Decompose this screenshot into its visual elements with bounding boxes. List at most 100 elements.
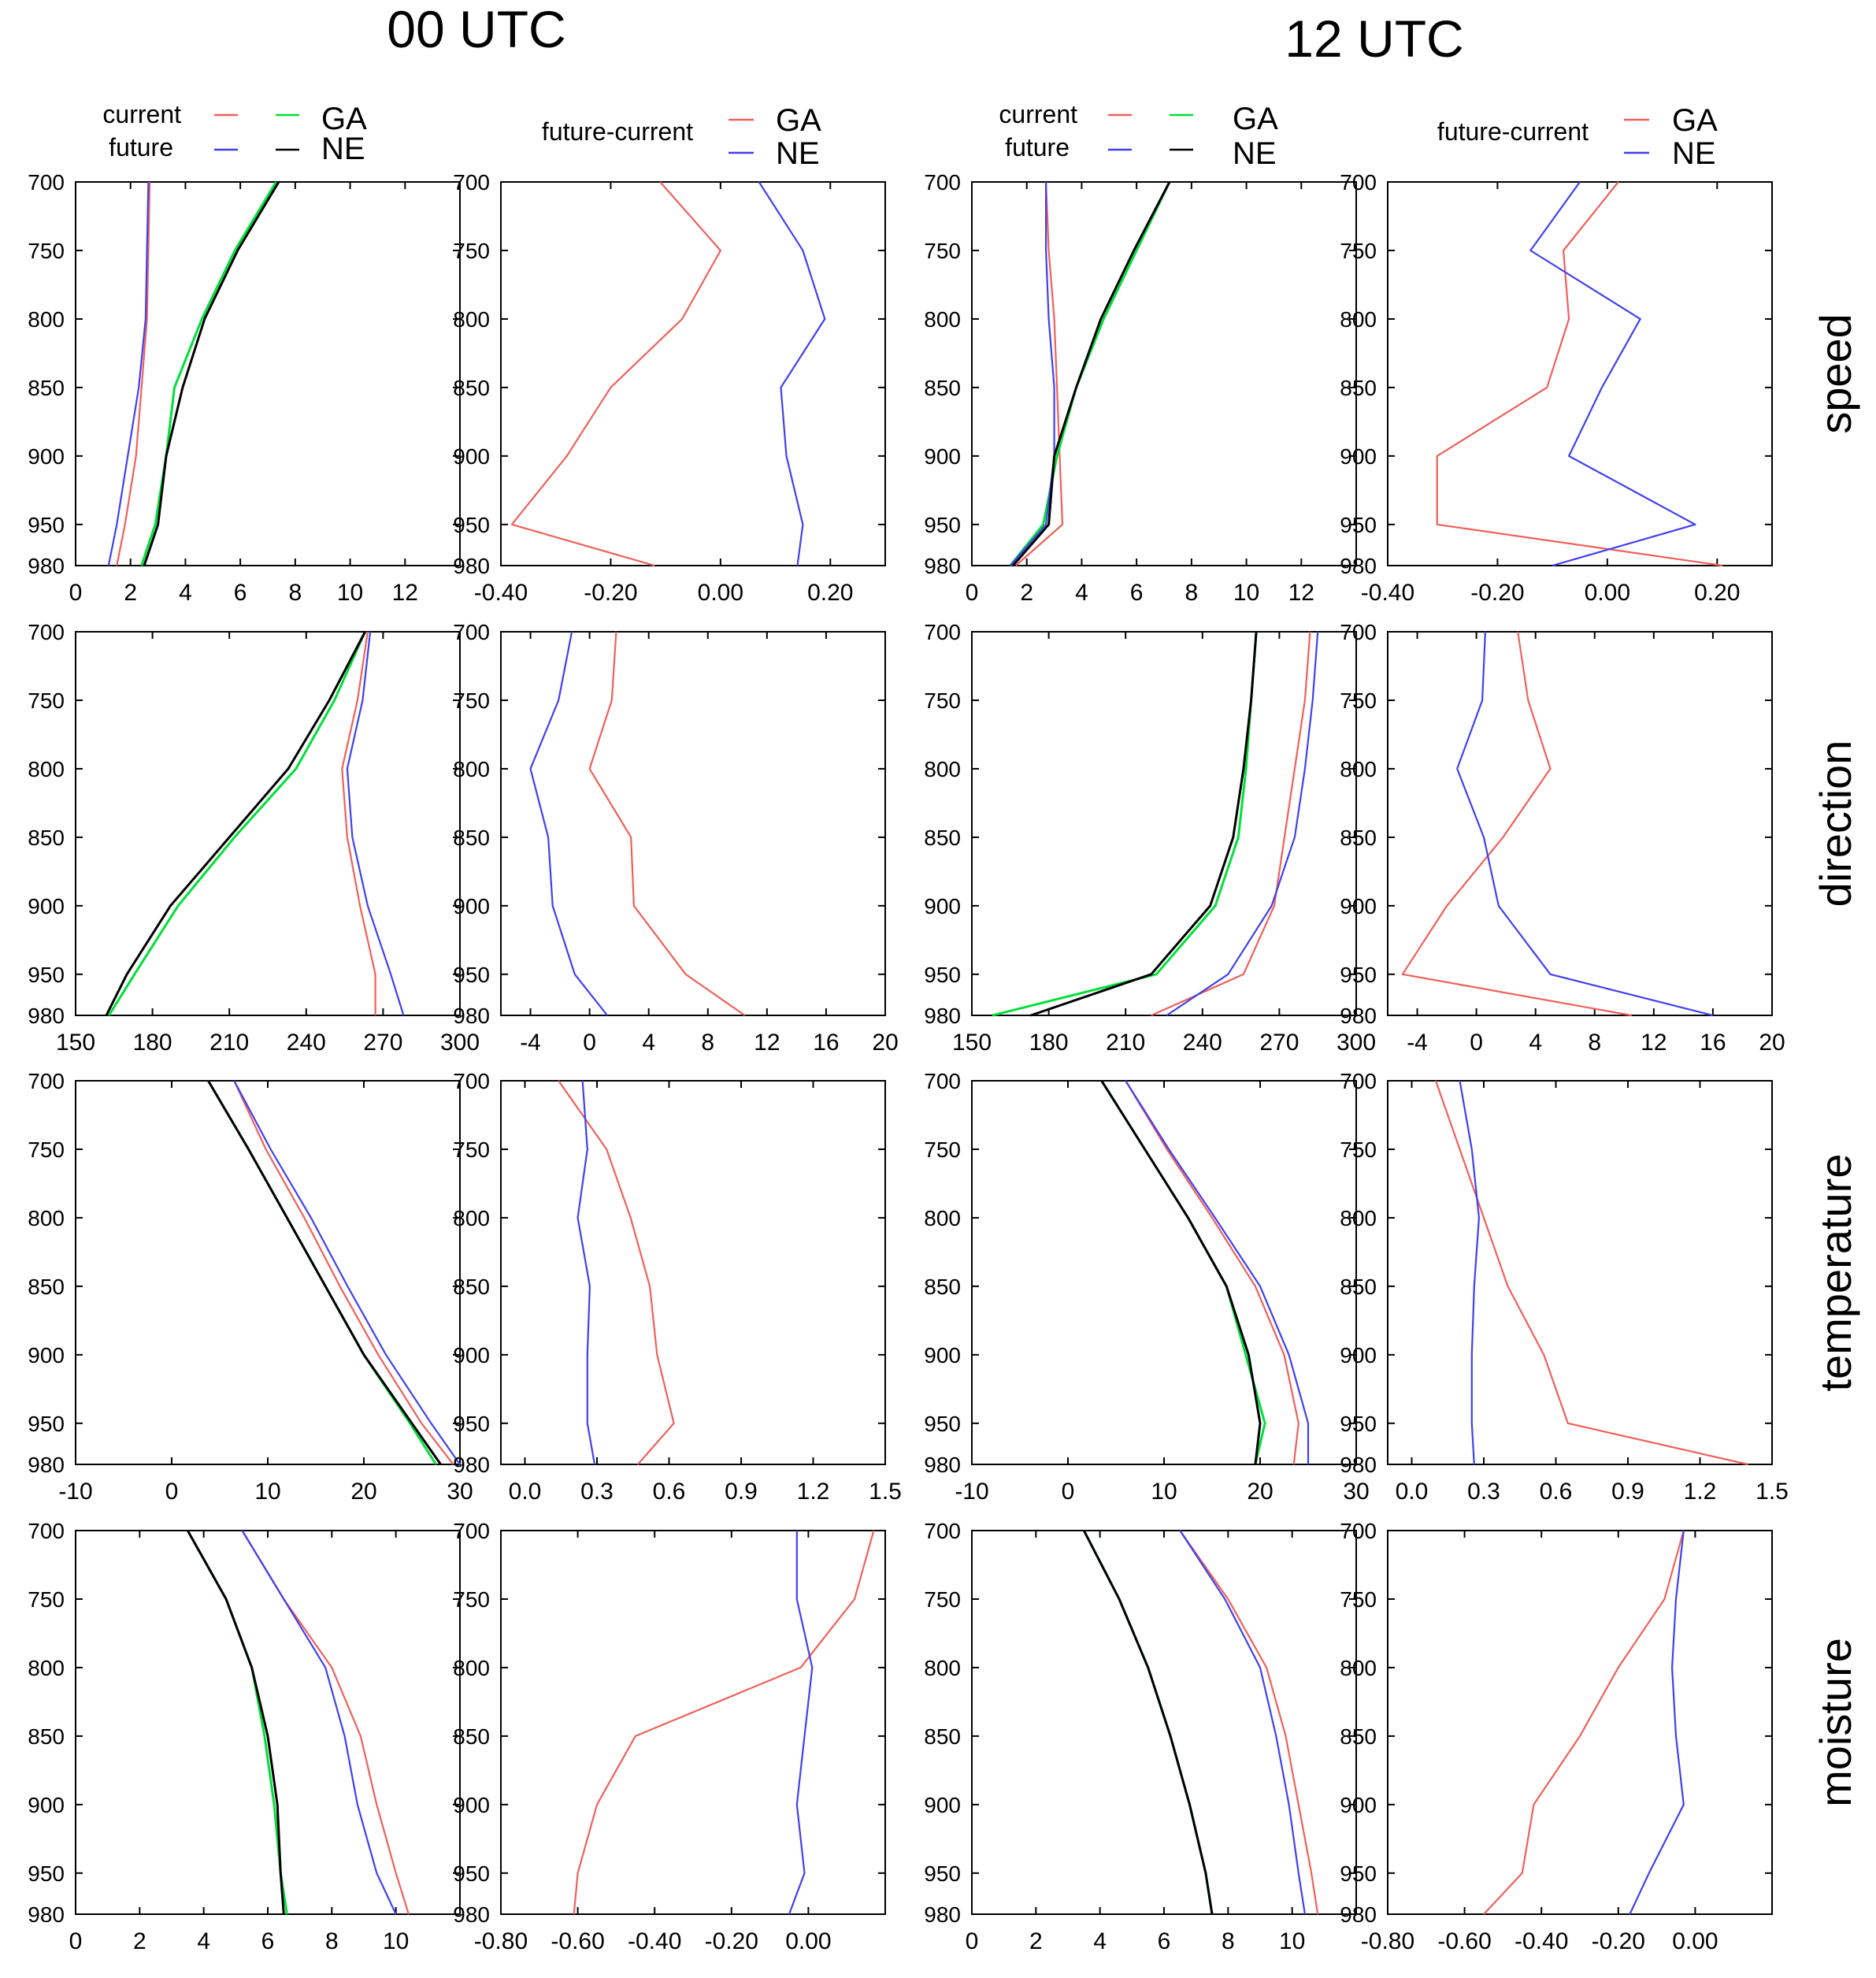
x-tick-label: 16 bbox=[813, 1030, 839, 1056]
plot-frame bbox=[971, 1530, 1357, 1915]
series-line-ga-current bbox=[241, 1530, 410, 1915]
y-tick-label: 980 bbox=[28, 1004, 65, 1028]
x-tick-label: 210 bbox=[209, 1030, 249, 1056]
x-tick-label: 8 bbox=[1588, 1030, 1601, 1056]
x-tick-label: 0.0 bbox=[1396, 1479, 1429, 1505]
y-tick-label: 700 bbox=[453, 1519, 490, 1543]
x-tick-label: 0.00 bbox=[785, 1928, 831, 1954]
y-tick-label: 950 bbox=[453, 1861, 490, 1886]
x-tick-label: 270 bbox=[363, 1030, 402, 1056]
legend-ne-label: NE bbox=[321, 132, 365, 166]
x-tick-label: 20 bbox=[350, 1479, 376, 1505]
panel-direction-00utc-difference: 700 750 800 850 900 950 980 -4 0 4 8 12 16 20 bbox=[453, 620, 898, 1056]
y-tick-label: 800 bbox=[1340, 1656, 1377, 1680]
panel-direction-12utc-difference: 700 750 800 850 900 950 980 -4 0 4 8 12 16 20 bbox=[1340, 620, 1785, 1056]
series-line-ga bbox=[510, 181, 722, 567]
y-tick-label: 900 bbox=[453, 894, 490, 918]
series-line-ne bbox=[1529, 181, 1696, 567]
legend-current-label: current bbox=[102, 100, 181, 128]
legend-diff-ne-label: NE bbox=[776, 136, 820, 171]
panel-moisture-12utc-difference: 700 750 800 850 900 950 980-0.80 -0.60 -0.40 -0.2… bbox=[1340, 1519, 1773, 1954]
panel-speed-12utc-difference: 700 750 800 850 900 950 980-0.40 -0.20 0.00 0.20 bbox=[1340, 170, 1773, 606]
row-label-moisture: moisture bbox=[1811, 1638, 1860, 1807]
y-tick-label: 700 bbox=[453, 170, 490, 195]
x-tick-label: 0.6 bbox=[653, 1479, 686, 1505]
y-tick-label: 700 bbox=[1340, 1069, 1377, 1093]
x-tick-label: 6 bbox=[1130, 580, 1144, 606]
series-line-ga-future bbox=[1082, 1530, 1214, 1915]
y-tick-label: 980 bbox=[28, 1902, 65, 1927]
y-tick-label: 900 bbox=[28, 1343, 65, 1368]
series-line-ne-current bbox=[233, 1080, 461, 1465]
y-tick-label: 900 bbox=[1340, 444, 1377, 469]
x-tick-label: 8 bbox=[701, 1030, 714, 1056]
series-line-ga-future bbox=[1100, 1080, 1266, 1465]
series-line-ne-current bbox=[107, 181, 150, 566]
legend-ga-label: GA bbox=[321, 102, 367, 136]
y-tick-label: 850 bbox=[28, 1724, 65, 1749]
x-tick-label: -4 bbox=[520, 1030, 541, 1056]
series-line-ne bbox=[577, 1080, 596, 1465]
x-tick-label: 4 bbox=[179, 580, 192, 606]
x-tick-label: 20 bbox=[872, 1030, 898, 1056]
series-line-ne bbox=[1456, 631, 1714, 1017]
y-tick-label: 700 bbox=[1340, 620, 1377, 644]
y-tick-label: 900 bbox=[453, 1343, 490, 1368]
y-tick-label: 800 bbox=[924, 1656, 961, 1680]
x-tick-label: 0.00 bbox=[1585, 580, 1630, 606]
series-line-ne-future bbox=[1100, 1080, 1262, 1465]
series-line-ga-current bbox=[341, 631, 376, 1015]
y-tick-label: 750 bbox=[453, 1137, 490, 1162]
x-tick-label: -0.20 bbox=[705, 1928, 758, 1954]
y-tick-label: 900 bbox=[924, 444, 961, 469]
series-line-ne bbox=[1459, 1080, 1481, 1465]
series-line-ga bbox=[1436, 181, 1723, 567]
legend-diff-title: future-current bbox=[1437, 117, 1589, 146]
y-tick-label: 800 bbox=[1340, 307, 1377, 332]
y-tick-label: 950 bbox=[453, 963, 490, 987]
x-tick-label: 300 bbox=[1337, 1030, 1376, 1056]
x-tick-label: 10 bbox=[1233, 580, 1259, 606]
x-tick-label: 2 bbox=[1029, 1928, 1043, 1954]
x-tick-label: 0 bbox=[583, 1030, 596, 1056]
x-tick-label: 1.2 bbox=[797, 1479, 830, 1505]
x-tick-label: 0.00 bbox=[698, 580, 743, 606]
y-tick-label: 750 bbox=[924, 1587, 961, 1612]
x-tick-label: 30 bbox=[447, 1479, 473, 1505]
plot-frame bbox=[75, 1530, 461, 1915]
x-tick-label: -0.60 bbox=[551, 1928, 604, 1954]
y-tick-label: 950 bbox=[28, 1412, 65, 1436]
series-line-ne bbox=[1629, 1530, 1685, 1915]
series-line-ne-current bbox=[1125, 1080, 1310, 1464]
legend-future-label: future bbox=[109, 133, 173, 161]
x-tick-label: 12 bbox=[1288, 580, 1314, 606]
legend-ga-label: GA bbox=[1233, 102, 1278, 136]
x-tick-label: 12 bbox=[754, 1030, 780, 1056]
panel-temperature-12utc-absolute: 700 750 800 850 900 950 980-10 0 10 20 30 bbox=[924, 1069, 1369, 1505]
y-tick-label: 850 bbox=[1340, 826, 1377, 850]
legend-diff-ga-label: GA bbox=[776, 103, 821, 138]
y-tick-label: 750 bbox=[1340, 688, 1377, 713]
x-tick-label: 300 bbox=[440, 1030, 480, 1056]
x-tick-label: 0.20 bbox=[1694, 580, 1740, 606]
y-tick-label: 900 bbox=[453, 1793, 490, 1817]
y-tick-label: 950 bbox=[1340, 513, 1377, 537]
y-tick-label: 850 bbox=[453, 1275, 490, 1299]
y-tick-label: 850 bbox=[924, 376, 961, 400]
y-tick-label: 980 bbox=[453, 1004, 490, 1028]
x-tick-label: 4 bbox=[1529, 1030, 1542, 1056]
series-line-ne-future bbox=[1030, 631, 1258, 1017]
x-tick-label: 12 bbox=[1641, 1030, 1667, 1056]
y-tick-label: 800 bbox=[924, 757, 961, 781]
x-tick-label: 2 bbox=[1020, 580, 1033, 606]
y-tick-label: 700 bbox=[28, 1519, 65, 1543]
series-line-ne bbox=[788, 1531, 814, 1915]
y-tick-label: 800 bbox=[28, 757, 65, 781]
x-tick-label: -0.40 bbox=[1515, 1928, 1568, 1954]
row-label-temperature: temperature bbox=[1811, 1154, 1860, 1392]
y-tick-label: 750 bbox=[1340, 239, 1377, 263]
x-tick-label: -0.60 bbox=[1437, 1928, 1491, 1954]
